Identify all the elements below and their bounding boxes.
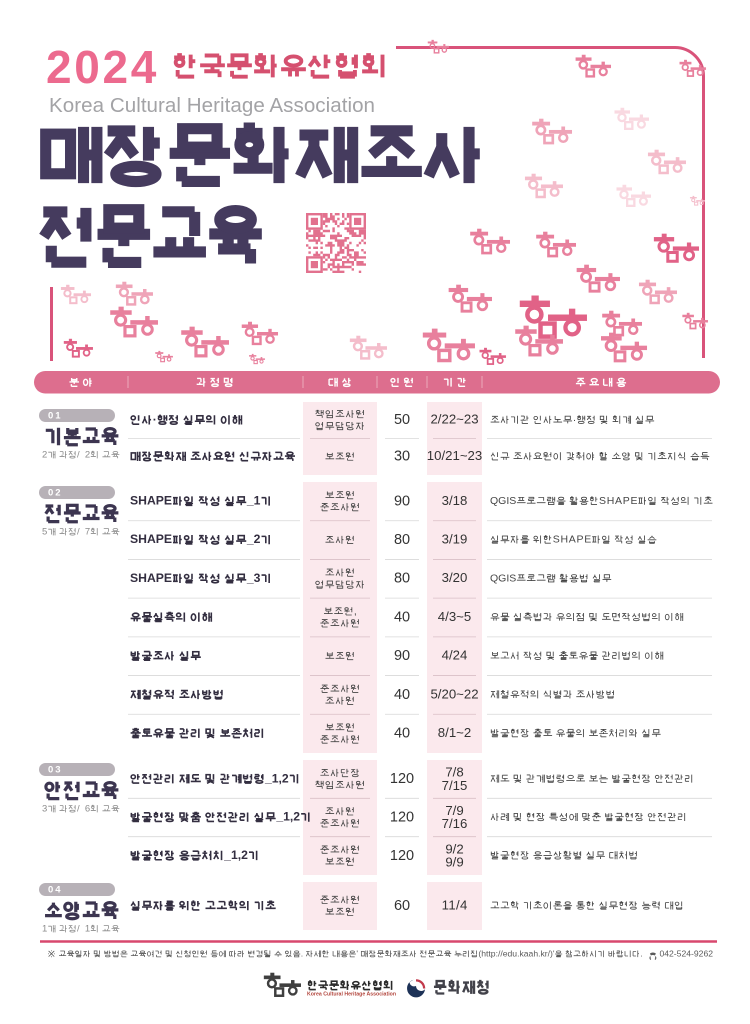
svg-text:.: . bbox=[640, 948, 642, 958]
svg-text:40: 40 bbox=[394, 726, 410, 742]
svg-text:90: 90 bbox=[394, 648, 410, 664]
svg-text:SHAPE: SHAPE bbox=[599, 495, 638, 507]
svg-text:2: 2 bbox=[42, 450, 47, 461]
svg-text:11/4: 11/4 bbox=[442, 897, 468, 912]
svg-text:QGIS: QGIS bbox=[490, 572, 516, 584]
svg-text:120: 120 bbox=[390, 848, 414, 864]
svg-text:_1: _1 bbox=[246, 494, 261, 508]
svg-text:(http://edu.kaah.kr/)': (http://edu.kaah.kr/)' bbox=[478, 948, 555, 958]
svg-text:2024: 2024 bbox=[46, 41, 157, 93]
svg-text:7/16: 7/16 bbox=[442, 816, 468, 831]
svg-text:7/8: 7/8 bbox=[445, 765, 463, 780]
svg-text:3/18: 3/18 bbox=[442, 493, 468, 508]
svg-text:04: 04 bbox=[48, 885, 61, 896]
svg-text:/ 2: / 2 bbox=[77, 450, 90, 461]
svg-text:02: 02 bbox=[48, 488, 61, 499]
svg-text:9/9: 9/9 bbox=[445, 854, 463, 869]
svg-text:8/1~2: 8/1~2 bbox=[438, 725, 471, 740]
svg-text:80: 80 bbox=[394, 532, 410, 548]
svg-text:/ 6: / 6 bbox=[77, 804, 90, 815]
svg-text:120: 120 bbox=[390, 809, 414, 825]
svg-text:QGIS: QGIS bbox=[490, 495, 516, 507]
svg-text:SHAPE: SHAPE bbox=[553, 534, 592, 546]
svg-text:50: 50 bbox=[394, 412, 410, 428]
svg-text:_1,2: _1,2 bbox=[223, 848, 248, 862]
svg-text:SHAPE: SHAPE bbox=[130, 532, 172, 546]
svg-text:1: 1 bbox=[42, 924, 47, 935]
svg-text:03: 03 bbox=[48, 765, 61, 776]
svg-text:3/19: 3/19 bbox=[442, 532, 468, 547]
svg-text:90: 90 bbox=[394, 493, 410, 509]
svg-text:9/2: 9/2 bbox=[445, 841, 463, 856]
svg-text:5: 5 bbox=[42, 527, 47, 538]
svg-text:60: 60 bbox=[394, 898, 410, 914]
svg-text:SHAPE: SHAPE bbox=[130, 494, 172, 508]
svg-text:5/20~22: 5/20~22 bbox=[430, 686, 478, 701]
svg-text:7/15: 7/15 bbox=[442, 778, 468, 793]
svg-text:SHAPE: SHAPE bbox=[130, 571, 172, 585]
svg-text:01: 01 bbox=[48, 411, 61, 422]
svg-text:_1,2: _1,2 bbox=[264, 771, 289, 785]
svg-text:_2: _2 bbox=[246, 532, 261, 546]
svg-text:40: 40 bbox=[394, 609, 410, 625]
svg-text:4/24: 4/24 bbox=[442, 648, 468, 663]
svg-text:Korea Cultural Heritage Associ: Korea Cultural Heritage Association bbox=[307, 992, 396, 998]
svg-text:/ 7: / 7 bbox=[77, 527, 90, 538]
svg-text:40: 40 bbox=[394, 687, 410, 703]
svg-text:·: · bbox=[153, 412, 157, 426]
svg-text:.: . bbox=[301, 948, 303, 958]
svg-text:_1,2: _1,2 bbox=[275, 810, 300, 824]
svg-text:,: , bbox=[354, 605, 357, 617]
svg-text:/ 1: / 1 bbox=[77, 924, 90, 935]
svg-text:80: 80 bbox=[394, 571, 410, 587]
svg-text:3/20: 3/20 bbox=[442, 570, 468, 585]
svg-text:120: 120 bbox=[390, 771, 414, 787]
svg-text:4/3~5: 4/3~5 bbox=[438, 609, 471, 624]
svg-text:·: · bbox=[573, 414, 577, 426]
svg-text:2/22~23: 2/22~23 bbox=[430, 412, 478, 427]
svg-text:042-524-9262: 042-524-9262 bbox=[659, 948, 713, 958]
svg-text:10/21~23: 10/21~23 bbox=[427, 448, 482, 463]
svg-text:_3: _3 bbox=[246, 571, 261, 585]
svg-text:Korea Cultural Heritage Associ: Korea Cultural Heritage Association bbox=[49, 94, 375, 117]
svg-text:30: 30 bbox=[394, 449, 410, 465]
svg-text:': ' bbox=[356, 948, 358, 958]
svg-text:7/9: 7/9 bbox=[445, 803, 463, 818]
svg-text:3: 3 bbox=[42, 804, 47, 815]
